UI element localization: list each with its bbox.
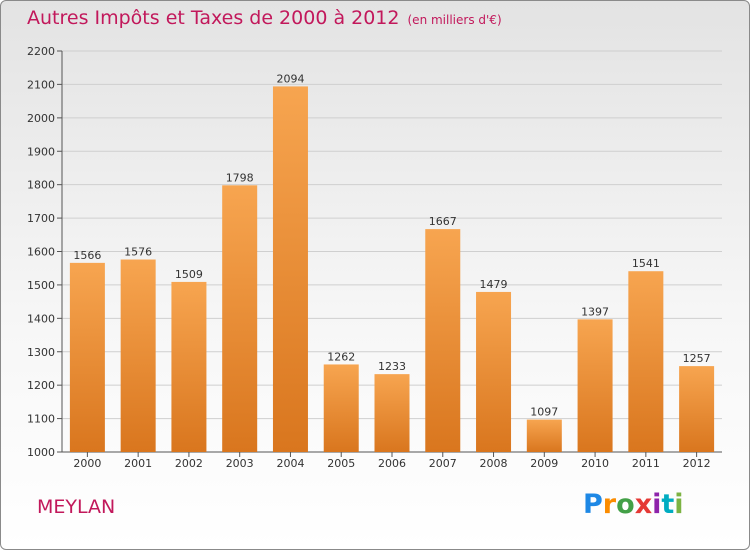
y-tick-label: 1700 bbox=[27, 212, 55, 225]
bar bbox=[323, 364, 359, 452]
x-tick-label: 2002 bbox=[175, 457, 203, 470]
x-tick-label: 2001 bbox=[124, 457, 152, 470]
y-tick-label: 1900 bbox=[27, 145, 55, 158]
bar bbox=[374, 374, 410, 452]
y-tick-label: 1600 bbox=[27, 246, 55, 259]
x-tick-label: 2010 bbox=[581, 457, 609, 470]
bar-value-label: 1257 bbox=[683, 352, 711, 365]
x-tick-label: 2012 bbox=[683, 457, 711, 470]
y-tick-label: 1000 bbox=[27, 446, 55, 459]
y-tick-label: 1800 bbox=[27, 179, 55, 192]
y-tick-label: 2200 bbox=[27, 45, 55, 58]
bar-value-label: 1262 bbox=[327, 350, 355, 363]
x-tick-label: 2005 bbox=[327, 457, 355, 470]
x-tick-label: 2007 bbox=[429, 457, 457, 470]
bar bbox=[222, 185, 258, 452]
bar bbox=[425, 229, 461, 452]
bar-value-label: 1576 bbox=[124, 246, 152, 259]
bar-value-label: 1798 bbox=[226, 171, 254, 184]
bar bbox=[679, 366, 715, 452]
y-tick-label: 1300 bbox=[27, 346, 55, 359]
bar-value-label: 1509 bbox=[175, 268, 203, 281]
x-tick-label: 2006 bbox=[378, 457, 406, 470]
bar bbox=[526, 419, 562, 452]
x-tick-label: 2009 bbox=[530, 457, 558, 470]
y-tick-label: 1400 bbox=[27, 312, 55, 325]
bar bbox=[69, 262, 105, 452]
x-tick-label: 2004 bbox=[276, 457, 304, 470]
y-tick-label: 2000 bbox=[27, 112, 55, 125]
city-name: MEYLAN bbox=[37, 496, 116, 518]
x-tick-label: 2011 bbox=[632, 457, 660, 470]
chart-unit: (en milliers d'€) bbox=[407, 13, 502, 27]
chart-title-text: Autres Impôts et Taxes de 2000 à 2012 bbox=[27, 7, 400, 29]
chart-title: Autres Impôts et Taxes de 2000 à 2012 (en… bbox=[27, 7, 502, 29]
y-tick-label: 1200 bbox=[27, 379, 55, 392]
proxiti-logo[interactable]: Proxiti bbox=[583, 489, 684, 520]
x-tick-label: 2000 bbox=[73, 457, 101, 470]
bar bbox=[476, 291, 512, 452]
bar-value-label: 1097 bbox=[530, 406, 558, 419]
bar-value-label: 1397 bbox=[581, 305, 609, 318]
y-tick-label: 2100 bbox=[27, 78, 55, 91]
bar bbox=[628, 271, 664, 452]
bar-value-label: 1667 bbox=[429, 215, 457, 228]
bar bbox=[272, 86, 308, 453]
bar bbox=[577, 319, 613, 452]
bar-value-label: 1566 bbox=[73, 249, 101, 262]
x-tick-label: 2008 bbox=[480, 457, 508, 470]
bar-value-label: 1233 bbox=[378, 360, 406, 373]
y-tick-label: 1500 bbox=[27, 279, 55, 292]
bars bbox=[69, 86, 715, 453]
x-tick-label: 2003 bbox=[226, 457, 254, 470]
bar-value-label: 1541 bbox=[632, 257, 660, 270]
bar-value-label: 2094 bbox=[276, 72, 304, 85]
bar bbox=[171, 281, 207, 452]
labels: 1000 1100 1200 1300 1400 1500 1600 1700 1800 1900… bbox=[27, 45, 711, 470]
bar bbox=[120, 259, 156, 452]
y-tick-label: 1100 bbox=[27, 413, 55, 426]
bar-value-label: 1479 bbox=[480, 278, 508, 291]
